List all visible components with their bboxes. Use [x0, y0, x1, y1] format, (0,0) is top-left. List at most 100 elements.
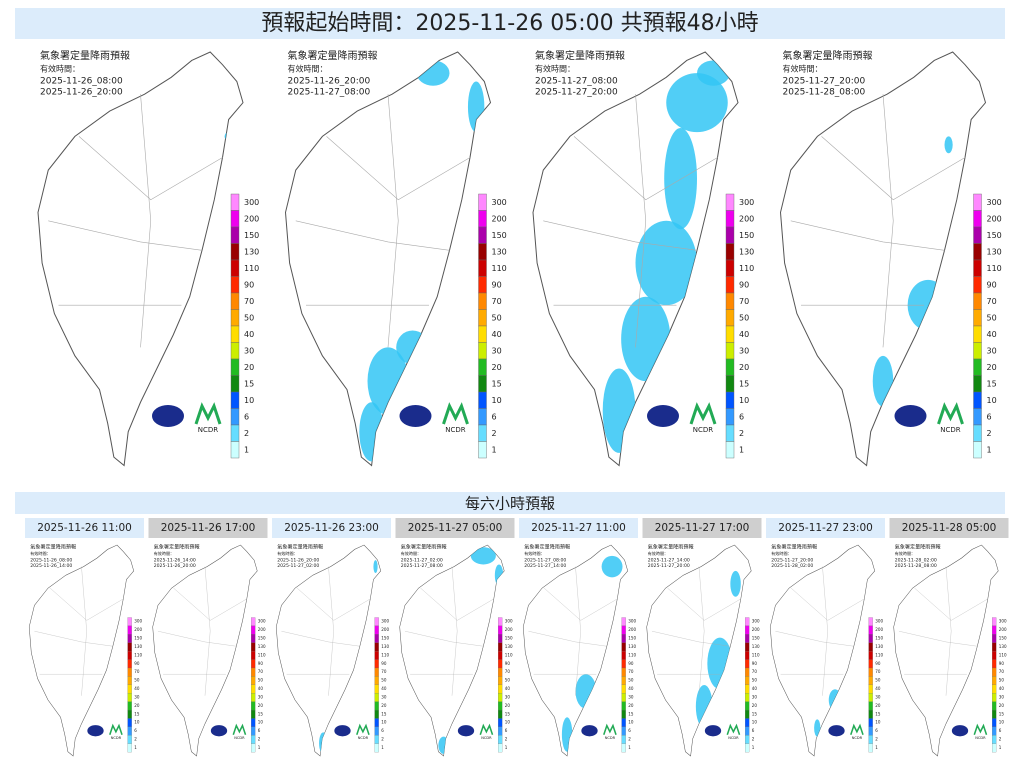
legend-swatch	[127, 676, 132, 685]
legend-label: 2	[987, 429, 992, 438]
legend-swatch	[374, 634, 379, 643]
legend-swatch	[973, 292, 982, 310]
agency: 氣象署定量降雨預報	[783, 49, 873, 62]
legend-label: 15	[381, 711, 387, 716]
border	[821, 136, 966, 201]
valid-end: 2025-11-26_14:00	[30, 563, 72, 569]
legend-swatch	[745, 735, 750, 744]
valid-end: 2025-11-27_14:00	[524, 563, 566, 569]
legend-label: 30	[258, 694, 264, 699]
legend-label: 150	[381, 636, 389, 641]
border	[528, 631, 607, 647]
legend-label: 6	[492, 412, 497, 421]
legend-swatch	[992, 642, 997, 652]
legend-swatch	[992, 693, 997, 702]
six-hour-panel: 氣象署定量降雨預報有效時間：2025-11-26_08:002025-11-26…	[19, 541, 144, 763]
legend-label: 150	[258, 636, 266, 641]
legend-label: 90	[739, 280, 749, 289]
legend-swatch	[127, 701, 132, 711]
legend-label: 40	[381, 686, 387, 691]
logo-text: NCDR	[234, 736, 245, 740]
legend-swatch	[230, 309, 240, 327]
legend-label: 70	[258, 669, 264, 674]
legend-swatch	[725, 210, 735, 228]
legend-label: 1	[987, 445, 992, 454]
legend-label: 130	[244, 247, 259, 256]
legend-swatch	[868, 676, 873, 685]
border	[945, 566, 952, 696]
legend-swatch	[868, 634, 873, 643]
logo-ncdr	[356, 723, 370, 736]
legend-swatch	[868, 642, 873, 652]
border	[573, 136, 718, 201]
logo-cwa	[951, 725, 969, 737]
rain-area	[373, 560, 378, 574]
legend-label: 20	[628, 703, 634, 708]
island	[779, 51, 987, 467]
legend-swatch	[374, 642, 379, 652]
border	[297, 588, 371, 621]
legend-label: 130	[134, 644, 142, 649]
legend-swatch	[251, 743, 256, 753]
legend-swatch	[374, 735, 379, 744]
legend-swatch	[621, 676, 626, 685]
valid-start: 2025-11-27_20:00	[771, 557, 813, 563]
legend-label: 6	[739, 412, 744, 421]
legend-swatch	[127, 634, 132, 643]
legend-swatch	[230, 259, 240, 277]
border	[698, 566, 705, 696]
legend-swatch	[868, 625, 873, 635]
legend-swatch	[230, 424, 240, 442]
legend-label: 2	[258, 737, 261, 742]
legend-swatch	[973, 309, 982, 327]
legend-label: 10	[381, 720, 387, 725]
legend-swatch	[868, 735, 873, 744]
six-hour-label-bg	[519, 518, 638, 538]
legend-label: 200	[381, 627, 389, 632]
legend-swatch	[127, 726, 132, 736]
valid-start: 2025-11-26_14:00	[154, 557, 196, 563]
legend-label: 1	[875, 745, 878, 750]
agency: 氣象署定量降雨預報	[895, 544, 941, 551]
legend-swatch	[127, 625, 132, 635]
legend-swatch	[127, 617, 132, 627]
legend-label: 50	[628, 678, 634, 683]
legend-label: 20	[987, 363, 997, 372]
legend-label: 1	[739, 445, 744, 454]
title-bar	[15, 8, 1005, 39]
legend-label: 200	[505, 627, 513, 632]
legend-swatch	[498, 726, 503, 736]
legend-swatch	[478, 342, 487, 360]
legend-swatch	[868, 617, 873, 627]
legend-label: 50	[381, 678, 387, 683]
legend-swatch	[230, 391, 240, 409]
agency: 氣象署定量降雨預報	[277, 544, 323, 551]
legend-swatch	[374, 659, 379, 669]
legend-label: 2	[134, 737, 137, 742]
valid-label: 有效時間：	[524, 550, 544, 556]
legend-swatch	[973, 441, 982, 459]
legend-swatch	[992, 667, 997, 677]
legend-label: 90	[134, 661, 140, 666]
legend-label: 70	[999, 669, 1005, 674]
legend-swatch	[498, 667, 503, 677]
legend-swatch	[725, 375, 735, 393]
legend-label: 20	[752, 703, 758, 708]
legend-swatch	[992, 659, 997, 669]
legend-swatch	[992, 684, 997, 694]
valid-start: 2025-11-26_20:00	[288, 77, 371, 87]
legend-label: 15	[875, 711, 881, 716]
rain-area	[470, 547, 496, 565]
legend-label: 300	[505, 619, 513, 624]
legend-label: 150	[492, 231, 507, 240]
legend-swatch	[230, 292, 240, 310]
legend-swatch	[992, 634, 997, 643]
legend-label: 150	[244, 231, 259, 240]
legend-swatch	[498, 693, 503, 702]
valid-end: 2025-11-27_20:00	[535, 88, 618, 98]
legend-label: 110	[752, 652, 760, 657]
legend-label: 50	[244, 313, 254, 322]
legend-label: 1	[258, 745, 261, 750]
legend-swatch	[251, 617, 256, 627]
